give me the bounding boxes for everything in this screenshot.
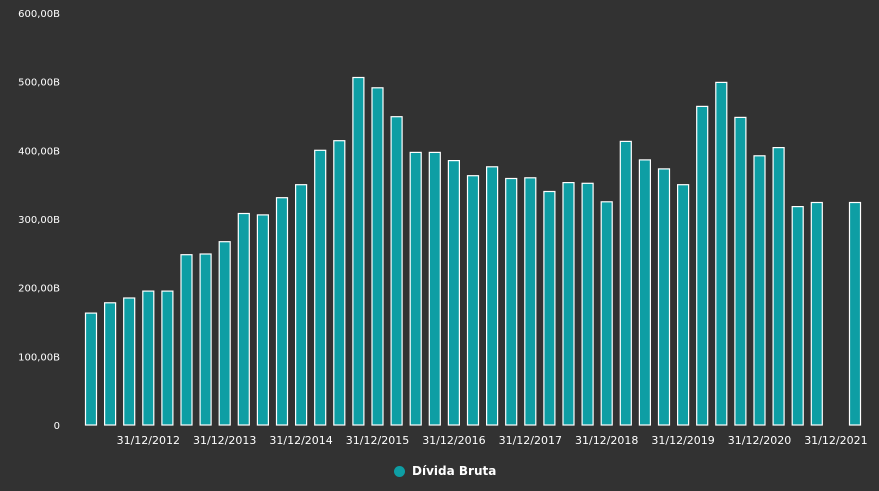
y-tick-label: 600,00B xyxy=(18,9,60,20)
bar[interactable] xyxy=(275,197,289,426)
y-tick-label: 200,00B xyxy=(18,284,60,295)
bar[interactable] xyxy=(753,155,766,426)
bar[interactable] xyxy=(619,140,632,426)
bar[interactable] xyxy=(123,297,136,426)
y-axis: 0 100,00B 200,00B 300,00B 400,00B 500,00B 600,… xyxy=(18,9,60,432)
bar[interactable] xyxy=(600,201,613,426)
bar[interactable] xyxy=(180,254,193,426)
x-tick-label: 31/12/2013 xyxy=(193,434,256,447)
bar[interactable] xyxy=(333,140,346,426)
y-tick-label: 100,00B xyxy=(18,352,60,363)
bar[interactable] xyxy=(676,184,690,426)
bar[interactable] xyxy=(562,182,575,426)
bar[interactable] xyxy=(199,253,212,426)
bar[interactable] xyxy=(314,149,327,426)
bar[interactable] xyxy=(84,312,98,426)
x-tick-label: 31/12/2021 xyxy=(804,434,867,447)
y-tick-label: 500,00B xyxy=(18,78,60,89)
x-tick-label: 31/12/2012 xyxy=(117,434,180,447)
x-tick-label: 31/12/2018 xyxy=(575,434,638,447)
bar[interactable] xyxy=(734,116,747,426)
bar[interactable] xyxy=(696,105,709,426)
bar[interactable] xyxy=(657,168,671,426)
bar[interactable] xyxy=(524,177,537,426)
bar[interactable] xyxy=(428,151,441,426)
y-tick-label: 300,00B xyxy=(18,215,60,226)
circle-marker-icon xyxy=(394,465,405,477)
bar[interactable] xyxy=(218,241,231,426)
x-tick-label: 31/12/2016 xyxy=(422,434,485,447)
bar[interactable] xyxy=(295,184,308,426)
bar[interactable] xyxy=(142,290,155,426)
bars-group xyxy=(84,76,862,426)
x-axis: 31/12/2012 31/12/2013 31/12/2014 31/12/2015… xyxy=(117,434,868,447)
bar[interactable] xyxy=(638,159,652,426)
bar[interactable] xyxy=(581,182,594,426)
x-tick-label: 31/12/2020 xyxy=(728,434,791,447)
bar[interactable] xyxy=(103,302,117,426)
bar[interactable] xyxy=(409,151,422,426)
x-tick-label: 31/12/2015 xyxy=(346,434,409,447)
bar[interactable] xyxy=(256,214,269,426)
bar[interactable] xyxy=(772,147,785,426)
y-tick-label: 400,00B xyxy=(18,146,60,157)
bar[interactable] xyxy=(715,81,728,426)
bar[interactable] xyxy=(543,190,556,426)
bar[interactable] xyxy=(352,76,365,426)
x-tick-label: 31/12/2014 xyxy=(269,434,332,447)
legend[interactable]: Dívida Bruta xyxy=(394,464,496,478)
bar[interactable] xyxy=(447,160,460,426)
bar[interactable] xyxy=(848,201,862,426)
bar[interactable] xyxy=(791,206,804,426)
bar[interactable] xyxy=(161,290,174,426)
bar[interactable] xyxy=(810,201,823,426)
bar[interactable] xyxy=(390,116,403,426)
bar[interactable] xyxy=(486,166,499,426)
x-tick-label: 31/12/2017 xyxy=(499,434,562,447)
bar[interactable] xyxy=(237,212,250,426)
y-tick-label: 0 xyxy=(54,421,60,432)
legend-label: Dívida Bruta xyxy=(412,464,497,478)
bar[interactable] xyxy=(505,177,518,426)
bar[interactable] xyxy=(466,175,480,426)
bar[interactable] xyxy=(371,87,384,426)
x-tick-label: 31/12/2019 xyxy=(651,434,714,447)
